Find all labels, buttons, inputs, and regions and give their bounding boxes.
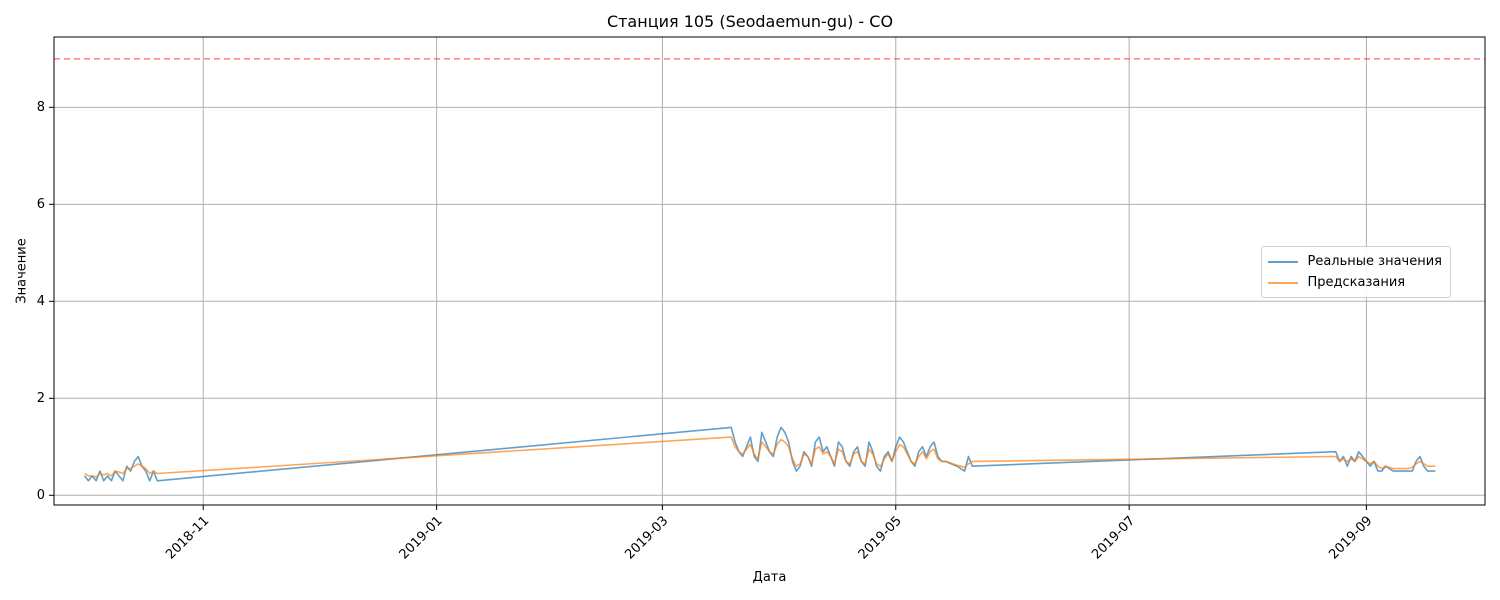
legend-swatch-actual	[1267, 260, 1298, 263]
series-line-actual	[83, 426, 1436, 482]
ticks: 2018-11 2019-01 2019-03 2019-05 2019-07 2019-…	[37, 100, 1376, 563]
legend-label-actual: Реальные значения	[1307, 254, 1443, 269]
x-tick-label: 2019-03	[622, 513, 671, 562]
chart-title: Станция 105 (Seodaemun-gu) - CO	[606, 12, 894, 31]
x-tick-label: 2019-01	[397, 513, 446, 562]
legend-item-actual: Реальные значения	[1267, 251, 1443, 272]
legend: Реальные значения Предсказания	[1260, 246, 1451, 298]
legend-item-predicted: Предсказания	[1267, 272, 1443, 293]
y-tick-label: 2	[37, 391, 45, 406]
x-tick-label: 2019-05	[856, 513, 905, 562]
y-tick-label: 6	[37, 197, 45, 212]
y-tick-label: 0	[37, 488, 45, 503]
x-tick-label: 2019-07	[1089, 513, 1138, 562]
series-line-predicted	[84, 436, 1436, 478]
legend-label-predicted: Предсказания	[1307, 275, 1406, 290]
legend-swatch-predicted	[1267, 281, 1298, 284]
x-axis-label: Дата	[752, 570, 787, 585]
x-tick-label: 2018-11	[163, 513, 212, 562]
x-tick-label: 2019-09	[1326, 513, 1375, 562]
series-layer	[83, 426, 1436, 482]
plot-frame	[53, 36, 1486, 506]
y-axis-label: Значение	[14, 238, 30, 304]
y-tick-label: 4	[37, 294, 45, 309]
y-tick-label: 8	[37, 100, 45, 115]
